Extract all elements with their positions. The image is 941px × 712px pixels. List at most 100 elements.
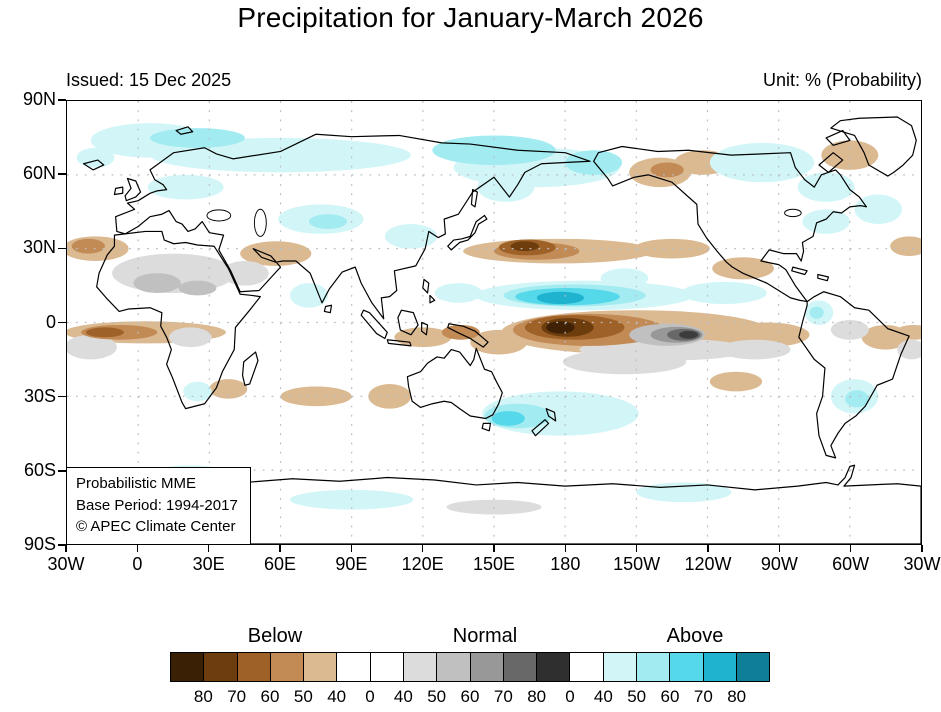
legend-line-copyright: © APEC Climate Center <box>76 518 236 536</box>
colorbar-cell <box>170 652 205 682</box>
x-axis-tick <box>849 545 852 552</box>
colorbar-cell <box>436 652 471 682</box>
colorbar-tick-label: 70 <box>693 687 713 706</box>
region-above-50 <box>308 214 347 229</box>
colorbar-cell <box>502 652 538 682</box>
y-axis-tick-label: 30S <box>23 385 56 406</box>
colorbar-cell <box>469 652 504 682</box>
region-above-40 <box>797 172 855 202</box>
colorbar-tick-label: 60 <box>260 687 280 706</box>
region-above-50 <box>845 390 869 408</box>
x-axis-tick-label: 30E <box>192 554 225 574</box>
region-above-40 <box>802 209 850 234</box>
region-below-70 <box>510 241 540 252</box>
region-normal-40 <box>67 334 117 360</box>
island-japan <box>447 214 488 251</box>
region-below-50 <box>71 238 105 254</box>
x-axis-tick-label: 90W <box>760 554 798 574</box>
colorbar-tick-label: 40 <box>393 687 413 706</box>
region-below-60 <box>85 327 124 338</box>
probability-shading-layer <box>67 123 921 515</box>
y-axis-tick-label: 90S <box>23 534 56 554</box>
island-newguinea <box>447 323 489 348</box>
sea-black-sea <box>206 209 232 222</box>
y-axis-tick-label: 0 <box>45 311 56 332</box>
island-newzealand-north <box>545 408 557 422</box>
region-above-40 <box>600 268 649 289</box>
y-axis-tick <box>58 395 66 398</box>
islands-philippines <box>422 278 436 304</box>
x-axis-tick <box>421 545 424 552</box>
colorbar-tick-label: 80 <box>727 687 747 706</box>
lakes-great-lakes <box>784 208 802 218</box>
colorbar-tick-label: 50 <box>427 687 447 706</box>
region-above-40 <box>681 281 767 305</box>
region-below-80 <box>546 321 575 334</box>
region-below-50 <box>650 162 684 178</box>
colorbar <box>170 652 771 682</box>
x-axis-tick <box>65 545 67 552</box>
region-normal-50 <box>133 273 181 293</box>
x-axis-tick-label: 30W <box>903 554 941 574</box>
region-above-40 <box>76 147 115 168</box>
colorbar-tick-label: 70 <box>227 687 247 706</box>
island-cuba <box>791 266 808 276</box>
y-axis-tick-label: 60S <box>23 459 56 480</box>
region-below-40 <box>890 236 921 257</box>
colorbar-cell <box>402 652 438 682</box>
colorbar-group-label: Below <box>247 625 303 647</box>
continent-south-america <box>798 291 910 459</box>
legend-box: Probabilistic MME Base Period: 1994-2017… <box>66 466 251 545</box>
region-below-40 <box>470 329 528 355</box>
y-axis-tick-label: 60N <box>22 163 56 184</box>
island-baffin <box>818 152 844 173</box>
island-ellesmere <box>825 129 851 146</box>
island-svalbard <box>175 126 194 135</box>
colorbar-group-label: Normal <box>452 625 518 647</box>
colorbar-cell <box>303 652 338 682</box>
y-axis-tick <box>58 247 66 250</box>
colorbar-cell <box>635 652 671 682</box>
x-axis-tick-label: 60W <box>832 554 870 574</box>
island-sumatra <box>360 309 388 340</box>
colorbar-tick-label: 50 <box>293 687 313 706</box>
x-axis-tick <box>207 545 210 552</box>
continent-australia <box>406 347 503 420</box>
island-britain <box>124 177 142 202</box>
map-frame: Probabilistic MME Base Period: 1994-2017… <box>66 100 922 545</box>
colorbar-tick-label: 40 <box>327 687 347 706</box>
x-axis-tick <box>921 545 923 552</box>
region-above-70 <box>536 291 585 305</box>
y-axis-tick <box>58 321 66 324</box>
region-above-50 <box>150 128 245 148</box>
colorbar-tick-label: 60 <box>460 687 480 706</box>
x-axis-tick-label: 150E <box>472 554 516 574</box>
colorbar-cell <box>669 652 704 682</box>
region-above-50 <box>432 135 556 165</box>
x-axis-tick <box>493 545 495 552</box>
x-axis-tick-label: 120W <box>684 554 732 574</box>
issued-date-label: Issued: 15 Dec 2025 <box>66 70 232 90</box>
continent-eurasia <box>115 133 591 320</box>
colorbar-tick-label: 60 <box>660 687 680 706</box>
y-axis-tick <box>58 544 66 546</box>
colorbar-cell <box>569 652 604 682</box>
island-iceland <box>83 159 105 171</box>
island-java <box>386 339 412 347</box>
region-above-40 <box>854 194 903 225</box>
continent-north-america <box>593 145 868 303</box>
colorbar-tick-label: 0 <box>365 687 375 706</box>
region-above-60 <box>491 411 525 426</box>
colorbar-group-label: Above <box>666 625 724 647</box>
colorbar-cell <box>336 652 371 682</box>
x-axis-tick <box>778 545 781 552</box>
region-above-40 <box>289 283 328 308</box>
y-axis-tick <box>58 99 66 101</box>
x-axis-tick-label: 120E <box>401 554 444 574</box>
region-above-50 <box>809 306 824 319</box>
colorbar-cell <box>236 652 271 682</box>
continent-antarctica <box>67 464 921 544</box>
island-borneo <box>397 309 419 336</box>
world-map <box>67 101 921 544</box>
y-axis-tick-label: 30N <box>22 237 56 258</box>
